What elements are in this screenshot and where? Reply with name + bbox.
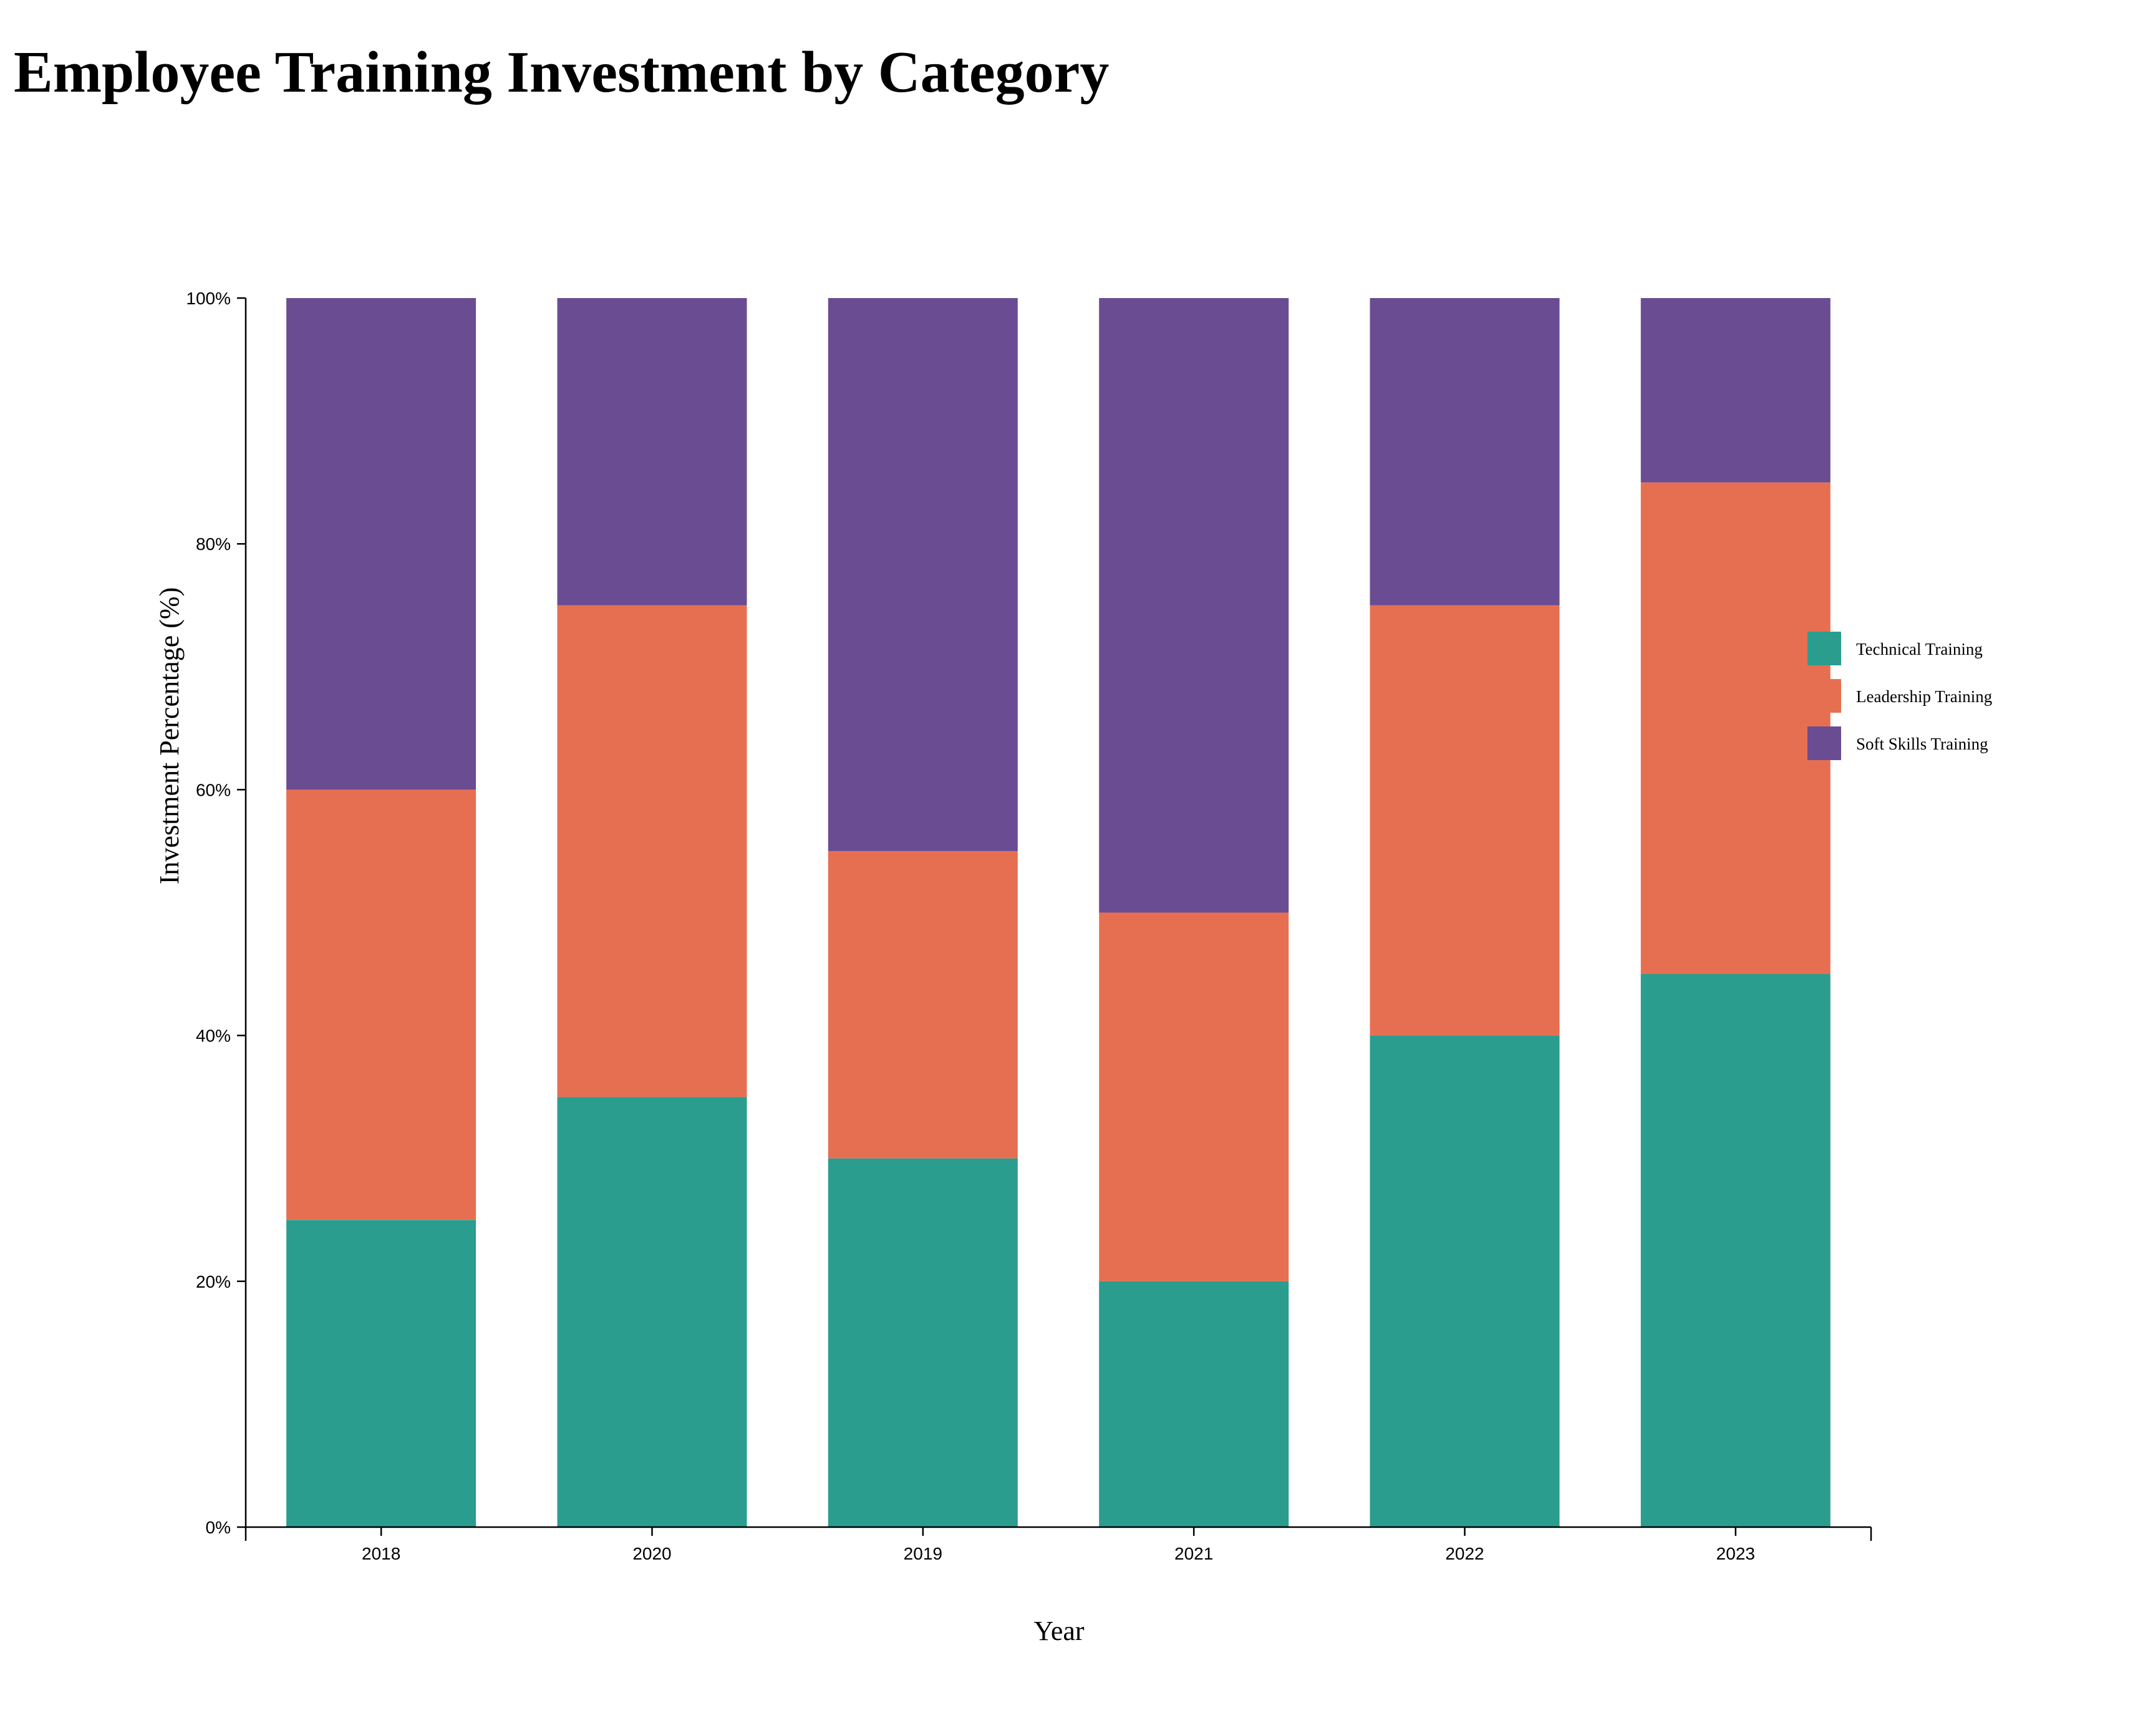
y-tick-label: 0% <box>206 1518 231 1537</box>
x-axis-title: Year <box>1033 1616 1084 1646</box>
y-tick-label: 60% <box>196 780 231 799</box>
chart-title: Employee Training Investment by Category <box>14 40 1110 105</box>
y-tick-label: 40% <box>196 1026 231 1046</box>
x-tick-label: 2022 <box>1445 1544 1484 1563</box>
x-tick-label: 2020 <box>632 1544 671 1563</box>
y-axis-title: Investment Percentage (%) <box>154 587 185 884</box>
bar-2022-series-0 <box>1370 1035 1560 1527</box>
legend-swatch <box>1807 632 1841 665</box>
bar-2020-series-1 <box>557 605 747 1097</box>
legend-label: Leadership Training <box>1856 687 1992 706</box>
y-tick-label: 80% <box>196 534 231 554</box>
bar-2018-series-1 <box>286 789 476 1220</box>
bar-2020-series-0 <box>557 1097 747 1527</box>
bar-2019-series-2 <box>828 298 1018 851</box>
y-tick-label: 20% <box>196 1272 231 1291</box>
legend: Technical Training Leadership Training Sof… <box>1807 632 1992 760</box>
legend-swatch <box>1807 679 1841 713</box>
bar-2019-series-0 <box>828 1158 1018 1527</box>
axes-layer: 0% 20% 40% 60% 80% 100% 2018 2020 2019 2021 2022 20… <box>186 289 1872 1563</box>
bar-2018-series-2 <box>286 298 476 790</box>
x-tick-label: 2018 <box>362 1544 400 1563</box>
bar-2021-series-1 <box>1099 912 1289 1281</box>
bar-2020-series-2 <box>557 298 747 605</box>
x-tick-label: 2021 <box>1174 1544 1213 1563</box>
bar-2023-series-2 <box>1640 298 1831 483</box>
y-tick-label: 100% <box>186 289 231 308</box>
legend-swatch <box>1807 726 1841 760</box>
bar-2021-series-2 <box>1099 298 1289 913</box>
x-tick-label: 2023 <box>1716 1544 1755 1563</box>
bar-2018-series-0 <box>286 1220 476 1528</box>
legend-label: Technical Training <box>1856 640 1983 658</box>
bar-2022-series-2 <box>1370 298 1560 605</box>
bars-layer <box>286 298 1831 1528</box>
bar-2023-series-0 <box>1640 974 1831 1527</box>
legend-label: Soft Skills Training <box>1856 735 1988 753</box>
bar-2022-series-1 <box>1370 605 1560 1036</box>
bar-2023-series-1 <box>1640 482 1831 975</box>
bar-2021-series-0 <box>1099 1281 1289 1527</box>
x-tick-label: 2019 <box>904 1544 942 1563</box>
bar-2019-series-1 <box>828 851 1018 1159</box>
